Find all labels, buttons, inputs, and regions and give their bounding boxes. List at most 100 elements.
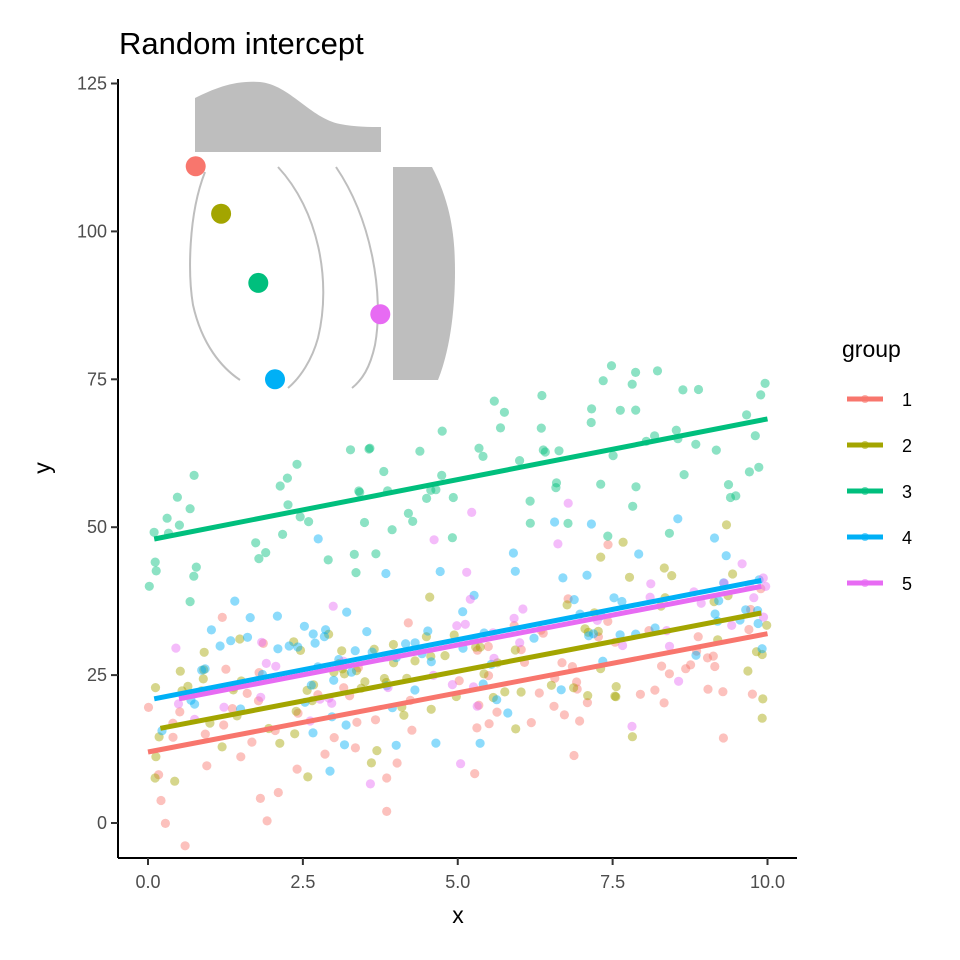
scatter-point-group-4: [529, 633, 539, 643]
scatter-point-group-4: [609, 593, 619, 603]
scatter-point-group-1: [483, 641, 493, 652]
scatter-point-group-3: [426, 485, 436, 495]
scatter-point-group-3: [525, 518, 535, 528]
scatter-point-group-3: [379, 466, 389, 477]
legend-item-group-1: 1: [847, 390, 912, 410]
scatter-point-group-3: [515, 456, 525, 466]
scatter-point-group-1: [603, 540, 613, 550]
scatter-point-group-1: [247, 737, 257, 747]
axes: 0.0 2.5 5.0 7.5 10.0 0 25 50 75 100 125: [77, 74, 797, 892]
scatter-point-group-2: [659, 563, 669, 573]
scatter-point-group-4: [492, 695, 502, 705]
scatter-point-group-1: [472, 723, 482, 733]
scatter-point-group-1: [563, 594, 573, 604]
scatter-point-group-3: [742, 410, 752, 420]
scatter-point-group-1: [681, 664, 691, 674]
scatter-point-group-3: [603, 531, 613, 541]
inset-point-group-4: [265, 369, 285, 390]
scatter-point-group-2: [562, 600, 572, 610]
scatter-point-group-4: [431, 738, 441, 748]
scatter-point-group-1: [572, 684, 582, 694]
scatter-point-group-4: [299, 621, 309, 631]
legend-key-point: [861, 487, 869, 495]
scatter-point-group-5: [618, 640, 628, 651]
scatter-point-group-4: [615, 630, 625, 640]
scatter-point-group-5: [429, 535, 439, 545]
scatter-point-group-2: [757, 649, 767, 660]
legend-label: 2: [902, 436, 912, 456]
scatter-point-group-1: [718, 687, 728, 697]
scatter-point-group-2: [389, 658, 399, 668]
scatter-point-group-3: [304, 517, 314, 527]
scatter-point-group-3: [345, 445, 356, 455]
scatter-point-group-3: [149, 527, 159, 537]
scatter-point-group-1: [221, 664, 231, 674]
scatter-point-group-1: [534, 688, 544, 698]
scatter-point-group-3: [664, 528, 675, 538]
scatter-point-group-3: [478, 451, 488, 461]
scatter-point-group-3: [563, 518, 573, 529]
scatter-point-group-4: [200, 664, 210, 674]
scatter-point-group-1: [483, 671, 494, 681]
scatter-point-group-4: [215, 641, 225, 651]
scatter-point-group-3: [750, 431, 760, 441]
scatter-point-group-5: [271, 661, 281, 671]
scatter-point-group-3: [631, 367, 641, 377]
scatter-point-group-3: [495, 423, 506, 433]
scatter-point-group-4: [342, 607, 352, 617]
x-tick-label: 2.5: [290, 872, 315, 892]
scatter-point-group-3: [606, 361, 617, 371]
scatter-point-group-1: [350, 743, 360, 753]
scatter-point-group-1: [472, 645, 482, 655]
scatter-point-group-1: [710, 661, 720, 672]
legend-key-point: [861, 441, 869, 449]
scatter-point-group-4: [319, 632, 329, 642]
scatter-point-group-5: [328, 601, 338, 611]
y-tick-label: 50: [87, 517, 107, 537]
scatter-point-group-3: [364, 444, 374, 454]
scatter-point-group-3: [349, 549, 359, 560]
scatter-point-group-3: [150, 557, 160, 567]
scatter-point-group-3: [295, 512, 305, 522]
scatter-point-group-3: [756, 390, 766, 400]
scatter-point-group-3: [596, 479, 606, 489]
scatter-point-group-4: [586, 519, 597, 529]
y-tick-label: 75: [87, 369, 107, 389]
scatter-point-group-2: [546, 680, 557, 690]
scatter-point-group-1: [407, 725, 417, 735]
scatter-point-group-2: [510, 645, 520, 655]
scatter-point-group-3: [678, 385, 688, 395]
scatter-point-group-2: [217, 742, 227, 752]
scatter-point-group-1: [454, 676, 464, 686]
scatter-point-group-3: [725, 492, 736, 503]
scatter-point-group-1: [217, 612, 227, 623]
scatter-point-group-4: [242, 632, 253, 642]
scatter-point-group-2: [339, 669, 349, 679]
scatter-point-group-5: [460, 619, 470, 629]
scatter-point-group-2: [360, 677, 370, 687]
scatter-point-group-2: [399, 710, 409, 720]
x-tick-label: 10.0: [750, 872, 785, 892]
scatter-point-group-1: [693, 632, 703, 642]
scatter-point-group-1: [202, 761, 212, 771]
scatter-point-group-4: [391, 740, 401, 750]
scatter-point-group-2: [302, 685, 312, 696]
legend-title: group: [842, 336, 901, 362]
scatter-point-group-2: [175, 666, 185, 676]
scatter-point-group-3: [437, 470, 447, 480]
scatter-point-group-4: [341, 720, 351, 730]
scatter-point-group-4: [272, 611, 282, 621]
scatter-point-group-5: [646, 579, 656, 589]
scatter-point-group-4: [401, 639, 411, 649]
scatter-point-group-2: [291, 706, 301, 716]
inset-right-density-shape: [393, 167, 455, 380]
scatter-point-group-1: [492, 707, 502, 717]
scatter-point-group-4: [306, 680, 316, 690]
scatter-point-group-4: [426, 657, 436, 667]
scatter-point-group-4: [510, 566, 520, 576]
scatter-point-group-4: [475, 738, 485, 748]
scatter-point-group-4: [435, 566, 445, 577]
scatter-point-group-4: [584, 631, 594, 641]
scatter-point-group-1: [557, 658, 567, 668]
